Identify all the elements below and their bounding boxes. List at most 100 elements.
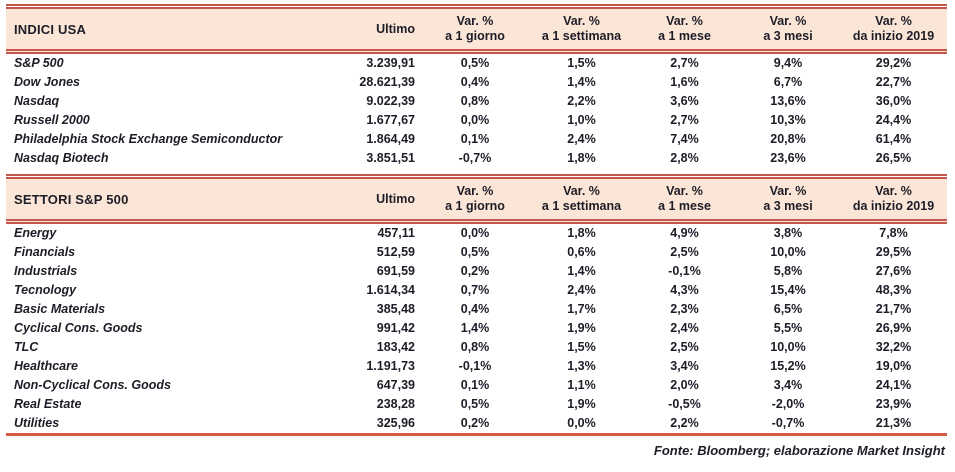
var-label-line1: Var. % bbox=[769, 184, 807, 198]
row-var-value: 6,7% bbox=[773, 75, 803, 89]
row-label: Nasdaq bbox=[14, 94, 60, 108]
table-row: Utilities 325,96 0,2% 0,0% 2,2% -0,7% 21,3% bbox=[6, 414, 947, 436]
var-label-line2: a 1 settimana bbox=[541, 29, 622, 43]
row-var-value: 48,3% bbox=[875, 283, 912, 297]
var-label-line2: a 1 settimana bbox=[541, 199, 622, 213]
row-var-value: 0,8% bbox=[460, 94, 490, 108]
column-header-var: Var. % a 1 settimana bbox=[530, 4, 633, 54]
row-var-value: -0,1% bbox=[458, 359, 492, 373]
row-var-value: 3,6% bbox=[670, 94, 699, 108]
row-var-value: 19,0% bbox=[875, 359, 912, 373]
column-header-var: Var. % a 1 giorno bbox=[420, 4, 530, 54]
source-note: Fonte: Bloomberg; elaborazione Market In… bbox=[653, 443, 945, 458]
row-var-value: 22,7% bbox=[875, 75, 912, 89]
row-var-value: -0,7% bbox=[736, 414, 840, 436]
row-var-value: 1,8% bbox=[567, 151, 596, 165]
table-row: S&P 500 3.239,91 0,5% 1,5% 2,7% 9,4% 29,2% bbox=[6, 52, 947, 74]
row-var-value: 2,4% bbox=[567, 283, 596, 297]
row-var-value: 29,5% bbox=[875, 245, 912, 259]
var-label-line1: Var. % bbox=[456, 14, 494, 28]
row-var-value: -0,7% bbox=[458, 151, 492, 165]
column-header-ultimo: Ultimo bbox=[330, 4, 420, 54]
row-ultimo-value: 183,42 bbox=[376, 340, 415, 354]
var-label-line1: Var. % bbox=[875, 184, 912, 198]
row-var-value: 0,2% bbox=[420, 414, 530, 436]
row-var-value: 1,7% bbox=[567, 302, 596, 316]
row-var-value: 2,5% bbox=[670, 340, 699, 354]
column-header-var: Var. % a 1 settimana bbox=[530, 174, 633, 224]
row-var-value: 9,4% bbox=[773, 56, 803, 70]
row-ultimo-value: 325,96 bbox=[330, 414, 420, 436]
row-var-value: 0,5% bbox=[460, 397, 490, 411]
row-var-value: 2,4% bbox=[670, 321, 699, 335]
row-var-value: 1,9% bbox=[567, 397, 596, 411]
row-var-value: 7,8% bbox=[879, 226, 908, 240]
section-title-indici-usa: INDICI USA bbox=[6, 4, 330, 54]
row-var-value: 27,6% bbox=[875, 264, 912, 278]
row-var-value: 24,4% bbox=[875, 113, 912, 127]
market-report: INDICI USA Ultimo Var. % a 1 giorno Var.… bbox=[6, 4, 947, 458]
row-label: Philadelphia Stock Exchange Semiconducto… bbox=[14, 132, 283, 146]
row-var-value: 21,3% bbox=[840, 414, 947, 436]
row-label: Tecnology bbox=[14, 283, 77, 297]
row-var-value: 1,5% bbox=[567, 340, 596, 354]
row-var-value: 1,8% bbox=[567, 226, 596, 240]
row-var-value: 10,0% bbox=[770, 245, 806, 259]
var-label-line1: Var. % bbox=[563, 184, 600, 198]
var-label-line2: a 1 mese bbox=[658, 29, 711, 43]
row-var-value: -2,0% bbox=[771, 397, 805, 411]
row-var-value: -0,1% bbox=[668, 264, 701, 278]
row-label: Nasdaq Biotech bbox=[14, 151, 109, 165]
row-var-value: 61,4% bbox=[875, 132, 912, 146]
table-row: Russell 2000 1.677,67 0,0% 1,0% 2,7% 10,3% 2… bbox=[6, 111, 947, 130]
settori-sp500-header-row: SETTORI S&P 500 Ultimo Var. % a 1 giorno… bbox=[6, 174, 947, 224]
column-header-var: Var. % a 3 mesi bbox=[736, 174, 840, 224]
row-ultimo-value: 1.864,49 bbox=[366, 132, 415, 146]
row-var-value: 0,0% bbox=[460, 113, 490, 127]
row-var-value: 5,5% bbox=[773, 321, 803, 335]
row-var-value: 5,8% bbox=[773, 264, 803, 278]
row-var-value: 0,5% bbox=[460, 56, 490, 70]
row-var-value: 15,4% bbox=[770, 283, 806, 297]
row-var-value: 2,7% bbox=[670, 56, 699, 70]
var-label-line2: da inizio 2019 bbox=[852, 199, 935, 213]
row-var-value: 26,5% bbox=[875, 151, 912, 165]
row-var-value: 1,1% bbox=[567, 378, 596, 392]
row-ultimo-value: 691,59 bbox=[376, 264, 415, 278]
indici-usa-table: INDICI USA Ultimo Var. % a 1 giorno Var.… bbox=[6, 4, 947, 171]
column-header-var: Var. % a 1 mese bbox=[633, 4, 736, 54]
row-var-value: 0,5% bbox=[460, 245, 490, 259]
row-var-value: 1,5% bbox=[567, 56, 596, 70]
table-row: Energy 457,11 0,0% 1,8% 4,9% 3,8% 7,8% bbox=[6, 222, 947, 244]
row-var-value: 10,3% bbox=[770, 113, 806, 127]
table-row: Financials 512,59 0,5% 0,6% 2,5% 10,0% 29,5% bbox=[6, 243, 947, 262]
row-label: Industrials bbox=[14, 264, 78, 278]
row-label: Non-Cyclical Cons. Goods bbox=[14, 378, 171, 392]
table-row: Nasdaq 9.022,39 0,8% 2,2% 3,6% 13,6% 36,0% bbox=[6, 92, 947, 111]
var-label-line1: Var. % bbox=[563, 14, 600, 28]
row-var-value: 10,0% bbox=[770, 340, 806, 354]
row-var-value: 2,2% bbox=[567, 94, 596, 108]
var-label-line1: Var. % bbox=[769, 14, 807, 28]
row-var-value: 1,4% bbox=[567, 264, 596, 278]
table-row: Cyclical Cons. Goods 991,42 1,4% 1,9% 2,4%… bbox=[6, 319, 947, 338]
row-var-value: 1,0% bbox=[567, 113, 596, 127]
var-label-line1: Var. % bbox=[456, 184, 494, 198]
row-ultimo-value: 457,11 bbox=[377, 226, 415, 240]
table-row: Non-Cyclical Cons. Goods 647,39 0,1% 1,1%… bbox=[6, 376, 947, 395]
row-var-value: 0,1% bbox=[460, 132, 490, 146]
row-var-value: 0,1% bbox=[460, 378, 490, 392]
settori-sp500-table: SETTORI S&P 500 Ultimo Var. % a 1 giorno… bbox=[6, 174, 947, 436]
row-label: Real Estate bbox=[14, 397, 82, 411]
row-var-value: 20,8% bbox=[770, 132, 806, 146]
table-row: Industrials 691,59 0,2% 1,4% -0,1% 5,8% 27,6… bbox=[6, 262, 947, 281]
column-header-var: Var. % da inizio 2019 bbox=[840, 4, 947, 54]
row-var-value: 26,9% bbox=[875, 321, 912, 335]
row-var-value: 1,4% bbox=[460, 321, 490, 335]
var-label-line2: da inizio 2019 bbox=[852, 29, 935, 43]
row-label: Russell 2000 bbox=[14, 113, 90, 127]
row-var-value: 36,0% bbox=[875, 94, 912, 108]
row-ultimo-value: 1.614,34 bbox=[366, 283, 415, 297]
table-row: Dow Jones 28.621,39 0,4% 1,4% 1,6% 6,7% 22,7… bbox=[6, 73, 947, 92]
row-var-value: 1,3% bbox=[567, 359, 596, 373]
